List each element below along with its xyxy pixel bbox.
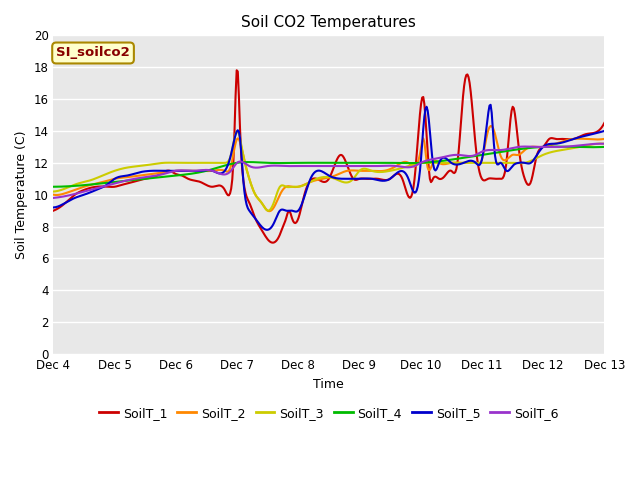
- SoilT_4: [378, 160, 385, 166]
- SoilT_6: [600, 141, 608, 146]
- SoilT_4: [600, 144, 608, 150]
- SoilT_6: [378, 163, 385, 169]
- SoilT_6: [314, 163, 322, 169]
- SoilT_5: [349, 176, 356, 182]
- SoilT_3: [265, 208, 273, 214]
- Line: SoilT_4: SoilT_4: [53, 146, 604, 187]
- SoilT_1: [350, 176, 358, 182]
- SoilT_3: [314, 176, 321, 181]
- SoilT_6: [49, 195, 57, 201]
- SoilT_1: [269, 240, 277, 246]
- SoilT_6: [597, 141, 605, 146]
- SoilT_4: [311, 160, 319, 166]
- SoilT_1: [317, 178, 324, 184]
- SoilT_1: [380, 177, 387, 183]
- SoilT_3: [600, 141, 608, 146]
- Line: SoilT_6: SoilT_6: [53, 144, 604, 198]
- SoilT_1: [589, 130, 597, 136]
- Line: SoilT_1: SoilT_1: [53, 70, 604, 243]
- SoilT_1: [49, 208, 57, 214]
- Title: Soil CO2 Temperatures: Soil CO2 Temperatures: [241, 15, 416, 30]
- SoilT_2: [312, 177, 320, 183]
- SoilT_6: [588, 141, 595, 147]
- SoilT_2: [600, 136, 608, 142]
- SoilT_4: [588, 144, 596, 150]
- SoilT_5: [316, 168, 323, 174]
- SoilT_2: [316, 177, 323, 182]
- SoilT_1: [600, 120, 608, 126]
- SoilT_5: [379, 178, 387, 184]
- SoilT_4: [348, 160, 355, 166]
- Legend: SoilT_1, SoilT_2, SoilT_3, SoilT_4, SoilT_5, SoilT_6: SoilT_1, SoilT_2, SoilT_3, SoilT_4, Soil…: [94, 402, 564, 425]
- SoilT_3: [49, 189, 57, 194]
- SoilT_5: [49, 204, 57, 210]
- SoilT_3: [317, 175, 324, 180]
- SoilT_2: [503, 156, 511, 162]
- SoilT_4: [314, 160, 322, 166]
- SoilT_6: [501, 147, 509, 153]
- SoilT_3: [233, 128, 241, 134]
- SoilT_1: [503, 153, 511, 158]
- SoilT_1: [233, 67, 241, 73]
- SoilT_5: [600, 128, 608, 134]
- SoilT_4: [552, 144, 559, 149]
- SoilT_3: [350, 176, 358, 181]
- SoilT_2: [589, 136, 597, 142]
- Text: SI_soilco2: SI_soilco2: [56, 47, 130, 60]
- SoilT_3: [503, 160, 511, 166]
- SoilT_4: [49, 184, 57, 190]
- Line: SoilT_2: SoilT_2: [53, 126, 604, 211]
- SoilT_2: [487, 123, 495, 129]
- SoilT_4: [501, 148, 509, 154]
- SoilT_5: [589, 131, 597, 137]
- Line: SoilT_5: SoilT_5: [53, 105, 604, 230]
- SoilT_5: [503, 168, 511, 174]
- X-axis label: Time: Time: [314, 377, 344, 391]
- SoilT_5: [487, 102, 495, 108]
- SoilT_6: [311, 163, 319, 169]
- SoilT_3: [380, 169, 387, 175]
- SoilT_3: [589, 142, 597, 147]
- SoilT_6: [348, 163, 355, 169]
- Y-axis label: Soil Temperature (C): Soil Temperature (C): [15, 131, 28, 259]
- SoilT_2: [49, 192, 57, 198]
- SoilT_5: [312, 168, 320, 174]
- Line: SoilT_3: SoilT_3: [53, 131, 604, 211]
- SoilT_2: [379, 168, 387, 174]
- SoilT_2: [349, 168, 356, 173]
- SoilT_2: [266, 208, 274, 214]
- SoilT_5: [264, 227, 271, 233]
- SoilT_1: [314, 176, 321, 182]
